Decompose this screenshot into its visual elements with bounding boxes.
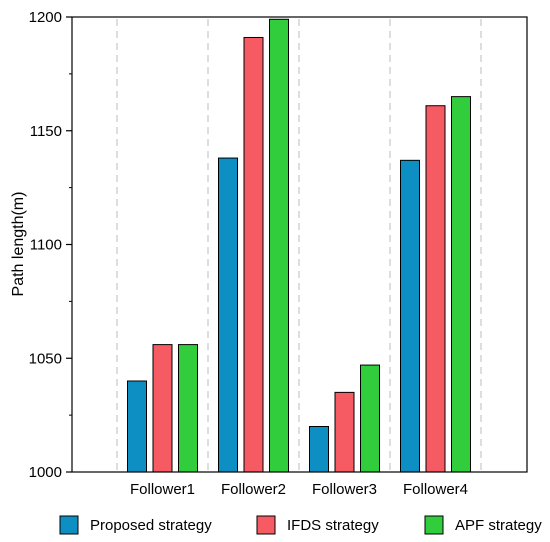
bar-proposed-strategy-follower3	[309, 426, 329, 473]
legend-label: Proposed strategy	[90, 517, 212, 534]
x-axis: Follower1 Follower2 Follower3 Follower4	[130, 481, 468, 498]
bar-ifds-strategy-follower2	[243, 36, 264, 473]
legend-label: IFDS strategy	[287, 517, 379, 534]
y-tick-label: 1200	[29, 9, 62, 26]
bar-proposed-strategy-follower1	[127, 380, 147, 473]
legend-swatch	[256, 515, 276, 535]
y-tick-label: 1050	[29, 350, 62, 367]
y-tick-label: 1150	[30, 123, 62, 140]
bar-proposed-strategy-follower4	[400, 159, 420, 473]
x-tick-label: Follower3	[312, 481, 377, 498]
bar-apf-strategy-follower3	[360, 364, 380, 473]
bar-ifds-strategy-follower1	[152, 344, 173, 473]
bar-ifds-strategy-follower3	[334, 391, 355, 473]
y-tick-label: 1000	[29, 464, 62, 481]
bars-layer	[127, 18, 471, 473]
x-tick-label: Follower1	[130, 481, 195, 498]
bar-ifds-strategy-follower4	[425, 105, 446, 473]
legend: Proposed strategy IFDS strategy APF strate…	[59, 515, 542, 535]
y-axis-title: Path length(m)	[10, 192, 27, 297]
legend-swatch	[424, 515, 444, 535]
bar-apf-strategy-follower4	[451, 96, 471, 473]
grid-layer	[116, 19, 482, 470]
bar-apf-strategy-follower2	[269, 18, 289, 473]
y-axis: 1000 1050 1100 1150 1200	[29, 9, 72, 481]
legend-label: APF strategy	[455, 517, 542, 534]
x-tick-label: Follower2	[221, 481, 286, 498]
bar-proposed-strategy-follower2	[218, 157, 238, 473]
x-tick-label: Follower4	[403, 481, 468, 498]
legend-swatch	[59, 515, 79, 535]
bar-apf-strategy-follower1	[178, 344, 198, 473]
y-tick-label: 1100	[30, 237, 62, 254]
